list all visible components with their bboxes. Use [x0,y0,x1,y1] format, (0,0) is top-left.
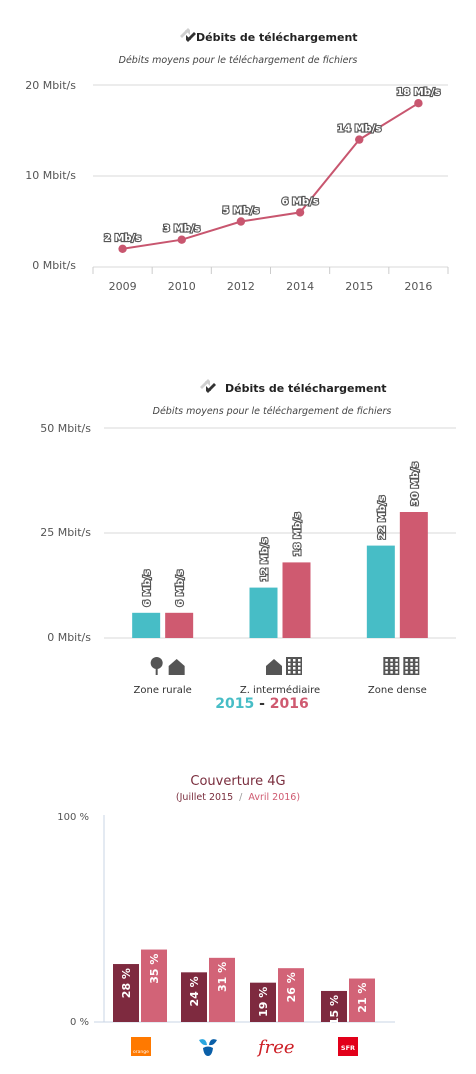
bar-coverage [141,949,167,1022]
bar-2015 [132,612,161,638]
x-tick-label: 2009 [109,280,137,293]
building-icon [403,657,420,675]
y-tick-label: 25 Mbit/s [40,526,91,539]
chart-title: Débits de téléchargement [225,382,387,395]
data-label: 6 Mb/s [175,570,186,607]
category-label: Z. intermédiaire [240,684,320,696]
chart-legend: 2015 - 2016 [0,696,476,712]
data-label: 6 Mb/s [142,570,153,607]
chart-subtitle: Débits moyens pour le téléchargement de … [119,55,358,66]
data-label: 24 % [188,976,201,1006]
download-arrows-icon [200,379,216,393]
subtitle-separator: / [239,792,243,803]
bar-2016 [399,512,428,638]
series-line [122,102,419,250]
data-point [414,99,423,108]
y-tick-label: 0 Mbit/s [32,259,76,272]
bar-2015 [249,587,278,638]
zone-bar-chart-svg: Débits de téléchargement Débits moyens p… [40,379,456,696]
orange-logo-icon: orange [131,1037,151,1056]
data-point [118,244,127,253]
data-label: 31 % [216,962,229,992]
house-icon [266,659,282,675]
y-tick-label: 0 % [70,1017,89,1028]
chart-subtitle: (Juillet 2015 / Avril 2016) [176,792,300,803]
legend-separator: - [259,696,265,712]
data-label: 21 % [356,983,369,1013]
data-label: 35 % [148,954,161,984]
bar-2015 [366,545,395,638]
data-label: 14 Mb/s [337,124,381,135]
y-tick-label: 100 % [57,812,89,823]
data-label: 12 Mb/s [260,537,271,581]
data-label: 5 Mb/s [222,206,259,217]
data-point [355,135,364,144]
data-label: 28 % [120,968,133,998]
line-chart-svg: Débits de téléchargement Débits moyens p… [25,28,449,293]
bar-coverage [349,978,375,1022]
data-label: 26 % [285,972,298,1002]
x-tick-label: 2010 [168,280,196,293]
sfr-logo-icon: SFR [338,1037,358,1056]
data-label: 19 % [257,987,270,1017]
x-tick-label: 2016 [404,280,432,293]
bar-coverage [321,990,347,1022]
sfr-logo-text: SFR [341,1044,355,1052]
data-label: 22 Mb/s [377,495,388,539]
data-label: 3 Mb/s [163,224,200,235]
building-icon [286,657,302,675]
data-point [177,235,186,244]
bar-2016 [282,562,311,638]
bar-2016 [165,612,194,638]
orange-logo-text: orange [133,1049,149,1055]
free-logo-icon: free [256,1037,295,1058]
category-label: Zone rurale [134,685,192,696]
tree-icon [150,657,163,675]
bouygues-logo-icon [199,1039,217,1056]
y-tick-label: 0 Mbit/s [47,631,91,644]
house-icon [168,659,185,675]
x-tick-label: 2015 [345,280,373,293]
coverage-bar-chart-svg: Couverture 4G (Juillet 2015 / Avril 2016… [57,774,395,1058]
chart-title: Couverture 4G [190,774,285,789]
download-arrows-icon [180,28,196,42]
subtitle-april-2016: Avril 2016) [248,792,300,803]
subtitle-july-2015: (Juillet 2015 [176,792,233,803]
data-point [236,217,246,226]
chart-4g-coverage: Couverture 4G (Juillet 2015 / Avril 2016… [0,760,476,1060]
legend-2016: 2016 [269,696,309,712]
data-label: 15 % [328,995,341,1025]
chart-title: Débits de téléchargement [196,31,358,44]
bar-coverage [181,972,207,1022]
x-tick-label: 2014 [286,280,314,293]
category-label: Zone dense [368,685,427,696]
data-label: 30 Mb/s [410,462,421,506]
chart-download-speed-zones: Débits de téléchargement Débits moyens p… [0,370,476,720]
y-tick-label: 50 Mbit/s [40,422,91,435]
building-icon [383,657,400,675]
bar-coverage [209,957,235,1022]
bar-coverage [278,968,304,1022]
x-tick-label: 2012 [227,280,255,293]
data-label: 18 Mb/s [396,87,440,98]
bar-coverage [250,982,276,1022]
bar-coverage [113,964,139,1022]
data-label: 6 Mb/s [282,196,319,207]
data-label: 2 Mb/s [104,233,141,244]
chart-subtitle: Débits moyens pour le téléchargement de … [153,406,392,417]
y-tick-label: 20 Mbit/s [25,79,76,92]
legend-2015: 2015 [215,696,255,712]
chart-download-speed-line: Débits de téléchargement Débits moyens p… [0,0,476,300]
y-tick-label: 10 Mbit/s [25,169,76,182]
data-label: 18 Mb/s [293,512,304,556]
data-point [295,208,305,217]
